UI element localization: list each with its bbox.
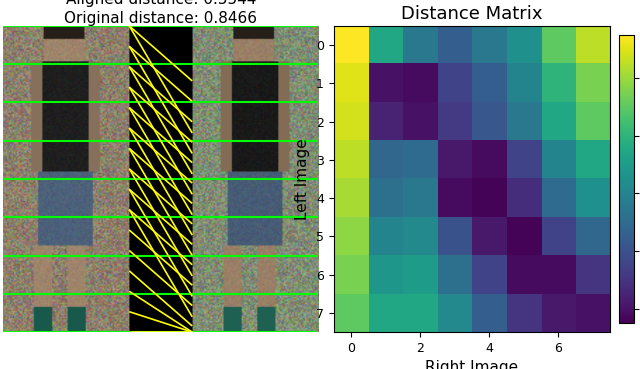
Title: Distance Matrix: Distance Matrix (401, 5, 543, 23)
Text: Aligned distance: 0.5544: Aligned distance: 0.5544 (65, 0, 256, 7)
Text: Original distance: 0.8466: Original distance: 0.8466 (64, 11, 257, 26)
Y-axis label: Left Image: Left Image (295, 138, 310, 220)
X-axis label: Right Image: Right Image (426, 361, 518, 369)
